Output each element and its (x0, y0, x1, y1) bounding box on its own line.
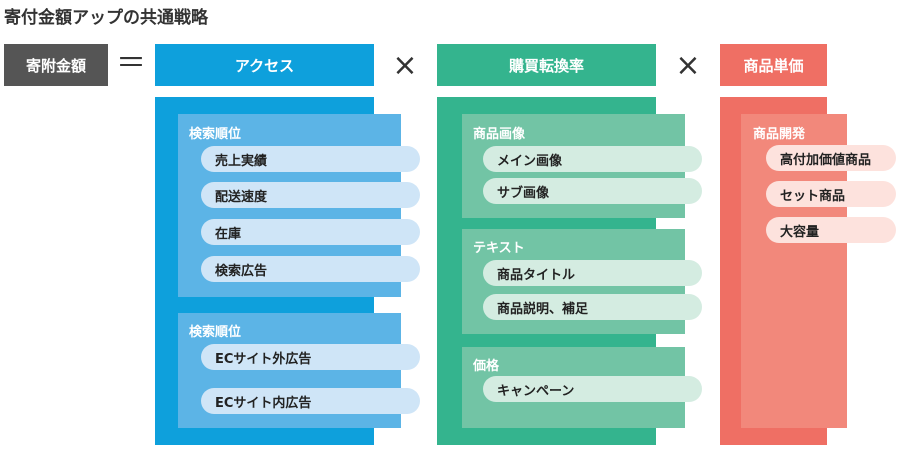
unit-price-header-label: 商品単価 (743, 56, 804, 75)
access-header: アクセス (155, 44, 374, 86)
conversion-header-label: 購買転換率 (508, 56, 584, 75)
conversion-item-main-image: メイン画像 (483, 146, 702, 172)
access-header-label: アクセス (234, 56, 295, 75)
unit-price-group-1-label: 商品開発 (753, 127, 806, 142)
access-group-2-label: 検索順位 (189, 325, 242, 340)
conversion-item-product-description: 商品説明、補足 (483, 294, 702, 320)
conversion-group-3-label: 価格 (473, 359, 500, 374)
times-sign-2: × (675, 48, 701, 83)
unit-price-item-set-product: セット商品 (766, 181, 896, 207)
equals-sign: ＝ (116, 46, 146, 81)
access-item-internal-ads: ECサイト内広告 (201, 388, 420, 414)
access-item-external-ads: ECサイト外広告 (201, 344, 420, 370)
access-group-1-label: 検索順位 (189, 127, 242, 142)
conversion-item-product-title: 商品タイトル (483, 260, 702, 286)
access-item-stock: 在庫 (201, 219, 420, 245)
access-item-delivery-speed: 配送速度 (201, 182, 420, 208)
conversion-item-sub-image: サブ画像 (483, 178, 702, 204)
conversion-group-1-label: 商品画像 (473, 127, 526, 142)
page-title: 寄付金額アップの共通戦略 (4, 8, 208, 28)
donation-amount-box: 寄附金額 (4, 44, 108, 86)
conversion-item-campaign: キャンペーン (483, 376, 702, 402)
access-item-sales-record: 売上実績 (201, 146, 420, 172)
conversion-group-2-label: テキスト (473, 241, 525, 256)
unit-price-header: 商品単価 (720, 44, 827, 86)
unit-price-item-high-value: 高付加価値商品 (766, 145, 896, 171)
times-sign-1: × (392, 48, 418, 83)
conversion-header: 購買転換率 (437, 44, 656, 86)
access-item-search-ads: 検索広告 (201, 256, 420, 282)
donation-amount-label: 寄附金額 (25, 56, 86, 75)
unit-price-item-large-capacity: 大容量 (766, 217, 896, 243)
